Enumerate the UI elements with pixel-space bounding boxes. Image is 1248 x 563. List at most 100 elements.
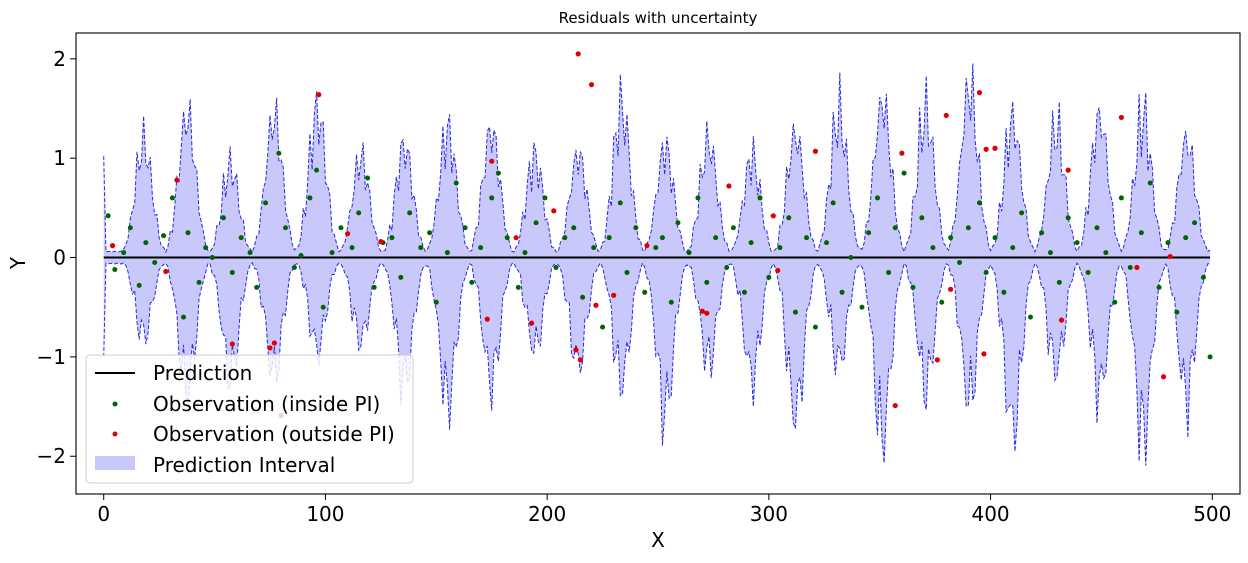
inside-observation-point [633, 225, 639, 231]
inside-observation-point [704, 279, 710, 285]
legend: Prediction Observation (inside PI) Obser… [85, 354, 414, 484]
inside-observation-point [136, 282, 142, 288]
inside-observation-point [812, 324, 818, 330]
outside-observation-point [229, 341, 235, 347]
inside-observation-point [668, 299, 674, 305]
inside-observation-point [741, 289, 747, 295]
outside-observation-point [1160, 374, 1167, 380]
outside-observation-point [770, 213, 776, 219]
inside-observation-point [1138, 230, 1144, 236]
inside-observation-point [152, 260, 158, 266]
inside-observation-point [196, 279, 202, 285]
outside-observation-point [489, 158, 495, 164]
inside-observation-point [283, 225, 289, 231]
inside-observation-point [571, 225, 577, 231]
inside-observation-point [983, 269, 989, 275]
outside-observation-point [588, 82, 595, 88]
inside-observation-point [320, 304, 326, 310]
legend-prediction-label: Prediction [153, 361, 252, 385]
inside-observation-point [112, 266, 118, 272]
inside-observation-point [453, 180, 459, 186]
outside-observation-point [593, 302, 599, 308]
x-tick-label: 100 [306, 502, 344, 526]
inside-observation-point [617, 200, 623, 206]
inside-observation-point [542, 195, 548, 201]
inside-observation-point [1027, 314, 1033, 320]
outside-observation-point [812, 148, 819, 154]
inside-observation-point [1207, 354, 1213, 360]
inside-observation-point [965, 225, 971, 231]
x-tick-label: 0 [97, 502, 110, 526]
outside-observation-point [1065, 167, 1071, 173]
inside-observation-point [495, 170, 501, 176]
inside-observation-point [886, 269, 892, 275]
inside-observation-point [1074, 240, 1080, 246]
inside-observation-point [930, 245, 936, 251]
legend-box [85, 354, 414, 484]
chart-title: Residuals with uncertainty [559, 9, 758, 27]
inside-observation-point [418, 245, 424, 251]
inside-observation-point [365, 175, 371, 181]
outside-observation-point [267, 345, 273, 351]
outside-observation-point [573, 347, 579, 353]
outside-observation-point [976, 90, 983, 96]
inside-observation-point [804, 235, 810, 241]
inside-observation-point [1010, 245, 1016, 251]
y-tick-label: 1 [53, 146, 66, 170]
inside-observation-point [1065, 215, 1071, 221]
outside-observation-point [1167, 253, 1173, 260]
inside-observation-point [1094, 225, 1100, 231]
inside-observation-point [659, 235, 665, 241]
inside-observation-point [580, 294, 586, 300]
plot-frame [75, 32, 1241, 495]
inside-observation-point [1085, 269, 1091, 275]
inside-observation-point [433, 299, 439, 305]
outside-observation-point [378, 239, 384, 245]
inside-observation-point [1183, 235, 1189, 241]
inside-observation-point [444, 250, 450, 256]
inside-observation-point [824, 240, 829, 246]
x-tick-label: 200 [528, 502, 566, 526]
outside-observation-point [983, 146, 989, 152]
inside-observation-point [1118, 195, 1124, 201]
inside-observation-point [533, 220, 539, 226]
inside-observation-point [469, 279, 475, 285]
inside-observation-point [314, 167, 320, 173]
outside-observation-point [577, 357, 584, 363]
inside-observation-point [127, 225, 133, 231]
inside-observation-point [238, 235, 244, 241]
inside-observation-point [329, 250, 335, 256]
prediction-interval-band [103, 63, 1211, 466]
inside-observation-point [389, 235, 395, 241]
outside-observation-point [1134, 264, 1140, 271]
outside-observation-point [644, 243, 650, 249]
y-tick-label: 2 [53, 47, 66, 71]
outside-observation-point [1118, 114, 1124, 121]
inside-observation-point [910, 284, 916, 290]
inside-observation-point [203, 245, 209, 251]
inside-observation-point [624, 269, 630, 275]
x-tick-label: 400 [971, 502, 1009, 526]
outside-observation-point [484, 316, 490, 322]
y-tick-label: 0 [53, 246, 66, 270]
inside-observation-point [875, 195, 880, 201]
outside-observation-point [981, 351, 987, 357]
outside-observation-point [1058, 317, 1065, 323]
inside-observation-point [181, 314, 187, 320]
legend-outside-label: Observation (outside PI) [153, 422, 395, 446]
inside-observation-point [185, 230, 191, 236]
inside-observation-point [675, 220, 681, 226]
outside-observation-point [163, 268, 169, 275]
inside-observation-point [848, 255, 854, 261]
x-tick-label: 300 [750, 502, 788, 526]
inside-observation-point [298, 253, 304, 259]
outside-observation-point [109, 243, 116, 249]
inside-observation-point [948, 235, 954, 241]
inside-observation-point [462, 225, 468, 231]
legend-inside-label: Observation (inside PI) [153, 392, 380, 416]
inside-observation-point [489, 195, 495, 201]
legend-inside-swatch [112, 401, 118, 407]
inside-observation-point [1147, 180, 1153, 186]
inside-observation-point [254, 284, 260, 290]
outside-observation-point [699, 308, 705, 314]
